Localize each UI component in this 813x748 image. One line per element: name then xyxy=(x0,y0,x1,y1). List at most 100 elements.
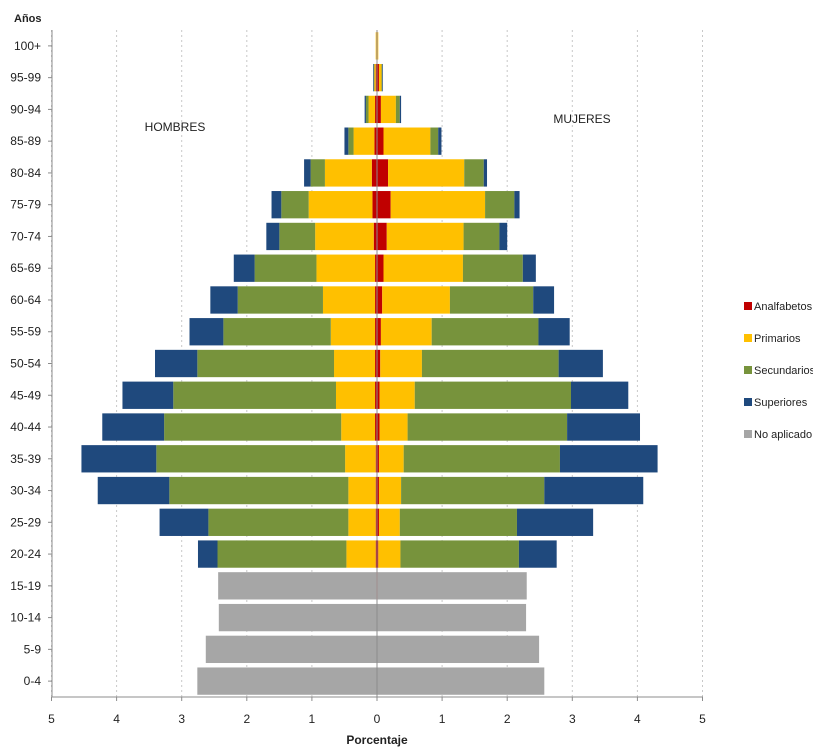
bar-segment-mujeres xyxy=(383,127,431,155)
bar-segment-mujeres xyxy=(377,349,381,378)
y-tick-label: 45-49 xyxy=(10,388,41,402)
bar-segment-hombres xyxy=(155,349,198,378)
right-side-label: MUJERES xyxy=(553,112,610,126)
bar-segment-hombres xyxy=(373,63,375,92)
bar-segment-mujeres xyxy=(377,254,384,282)
bar-segment-hombres xyxy=(308,191,373,219)
bar-segment-mujeres xyxy=(522,254,536,282)
bar-segment-hombres xyxy=(375,508,377,536)
bar-segment-hombres xyxy=(344,127,349,155)
bar-segment-hombres xyxy=(348,508,376,536)
x-tick-label: 2 xyxy=(243,712,250,726)
bar-segment-hombres xyxy=(334,349,376,378)
legend-label: Superiores xyxy=(754,397,808,409)
bar-segment-mujeres xyxy=(386,222,464,251)
y-tick-label: 15-19 xyxy=(10,579,41,593)
bar-segment-mujeres xyxy=(377,508,379,536)
bar-segment-hombres xyxy=(341,413,376,441)
bar-segment-hombres xyxy=(322,286,376,314)
bar-segment-hombres xyxy=(304,159,311,187)
y-tick-label: 5-9 xyxy=(24,642,42,656)
bar-segment-mujeres xyxy=(414,381,571,409)
legend-swatch xyxy=(744,366,752,374)
bar-segment-hombres xyxy=(375,318,377,346)
bar-segment-mujeres xyxy=(377,127,384,155)
bar-segment-hombres xyxy=(197,667,377,695)
bar-segment-hombres xyxy=(266,222,280,251)
bar-segment-mujeres xyxy=(438,127,442,155)
bar-segment-hombres xyxy=(271,191,282,219)
bar-segment-mujeres xyxy=(518,540,557,568)
bar-segment-mujeres xyxy=(380,95,396,124)
bar-segment-mujeres xyxy=(407,413,568,441)
x-tick-label: 2 xyxy=(504,712,511,726)
bar-segment-hombres xyxy=(237,286,323,314)
bar-segment-hombres xyxy=(364,95,366,124)
y-tick-label: 70-74 xyxy=(10,229,41,243)
bar-segment-hombres xyxy=(346,540,376,568)
bar-segment-mujeres xyxy=(377,476,379,505)
legend-swatch xyxy=(744,398,752,406)
bar-segment-mujeres xyxy=(462,254,523,282)
bar-segment-hombres xyxy=(373,222,377,251)
bar-segment-mujeres xyxy=(377,635,540,664)
bar-segment-mujeres xyxy=(388,159,465,187)
bar-segment-mujeres xyxy=(382,63,383,92)
x-tick-label: 4 xyxy=(113,712,120,726)
bar-segment-hombres xyxy=(159,508,209,536)
bar-segment-hombres xyxy=(348,476,376,505)
bar-segment-mujeres xyxy=(544,476,644,505)
bar-segment-mujeres xyxy=(378,476,402,505)
x-tick-label: 0 xyxy=(374,712,381,726)
bar-segment-mujeres xyxy=(377,32,379,60)
bar-segment-mujeres xyxy=(464,159,484,187)
bar-segment-mujeres xyxy=(399,95,402,124)
y-axis-title: Años xyxy=(14,13,42,25)
bar-segment-hombres xyxy=(217,540,347,568)
bar-segment-hombres xyxy=(233,254,255,282)
x-axis-title: Porcentaje xyxy=(346,733,408,747)
bar-segment-hombres xyxy=(375,349,377,378)
bar-segment-mujeres xyxy=(377,159,389,187)
bar-segment-hombres xyxy=(208,508,349,536)
bar-segment-mujeres xyxy=(533,286,555,314)
bar-segment-mujeres xyxy=(567,413,641,441)
legend-label: Primarios xyxy=(754,333,801,345)
bar-segment-mujeres xyxy=(401,476,545,505)
bar-segment-hombres xyxy=(372,191,377,219)
bar-segment-mujeres xyxy=(377,381,380,409)
bar-segment-mujeres xyxy=(377,445,379,473)
bar-segment-hombres xyxy=(310,159,325,187)
bar-segment-hombres xyxy=(375,445,377,473)
legend: Analfabetos Primarios Secundarios Superiore… xyxy=(744,301,813,441)
x-tick-label: 1 xyxy=(309,712,316,726)
bar-segment-mujeres xyxy=(430,127,439,155)
bar-segment-mujeres xyxy=(395,95,400,124)
bar-segment-hombres xyxy=(122,381,174,409)
bar-segment-mujeres xyxy=(380,349,422,378)
bar-segment-hombres xyxy=(173,381,336,409)
bar-segment-mujeres xyxy=(485,191,515,219)
bar-segment-mujeres xyxy=(380,318,432,346)
bar-segment-mujeres xyxy=(377,413,380,441)
bar-segment-hombres xyxy=(316,254,376,282)
bar-segment-hombres xyxy=(169,476,349,505)
bar-segment-hombres xyxy=(254,254,317,282)
y-tick-label: 20-24 xyxy=(10,547,41,561)
bar-segment-hombres xyxy=(315,222,374,251)
y-tick-label: 85-89 xyxy=(10,134,41,148)
bar-segment-mujeres xyxy=(483,159,488,187)
bar-segment-hombres xyxy=(218,572,377,600)
bar-segment-mujeres xyxy=(377,318,381,346)
bar-segment-hombres xyxy=(197,349,335,378)
bar-segment-mujeres xyxy=(377,667,545,695)
bar-segment-hombres xyxy=(81,445,157,473)
bar-segment-hombres xyxy=(205,635,377,664)
y-tick-label: 90-94 xyxy=(10,102,41,116)
bar-segment-mujeres xyxy=(570,381,629,409)
bar-segment-mujeres xyxy=(538,318,570,346)
bar-segment-mujeres xyxy=(383,254,463,282)
x-tick-label: 4 xyxy=(634,712,641,726)
bar-segment-hombres xyxy=(97,476,170,505)
